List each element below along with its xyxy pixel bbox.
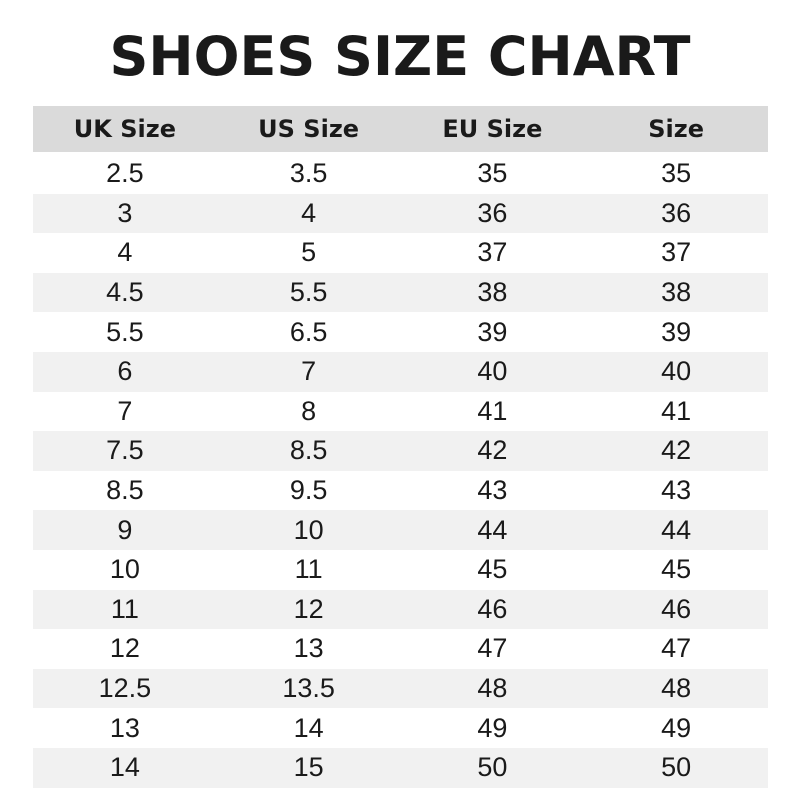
table-row: 3 4 36 36 xyxy=(33,193,768,234)
cell-uk: 12 xyxy=(109,633,140,664)
cell-eu: 44 xyxy=(477,514,508,545)
cell-size: 48 xyxy=(661,673,692,704)
cell-size: 45 xyxy=(661,554,692,585)
cell-us: 8.5 xyxy=(289,435,328,466)
table-header: UK Size US Size EU Size Size xyxy=(33,106,768,152)
table-row: 2.5 3.5 35 35 xyxy=(33,154,768,194)
cell-us: 3.5 xyxy=(289,158,328,189)
cell-size: 40 xyxy=(661,356,692,387)
cell-uk: 2.5 xyxy=(106,158,144,189)
cell-size: 49 xyxy=(661,712,692,743)
table-row: 11 12 46 46 xyxy=(33,589,768,630)
cell-eu: 46 xyxy=(477,593,508,624)
cell-eu: 47 xyxy=(477,633,508,664)
cell-uk: 4 xyxy=(117,237,133,268)
cell-size: 36 xyxy=(661,197,692,228)
cell-size: 43 xyxy=(661,475,692,506)
header-uk-size: UK Size xyxy=(73,115,176,143)
cell-eu: 36 xyxy=(477,197,508,228)
size-table: UK Size US Size EU Size Size 2.5 3.5 35 35 3… xyxy=(33,106,768,788)
cell-uk: 11 xyxy=(110,593,139,624)
cell-eu: 42 xyxy=(477,435,508,466)
cell-eu: 43 xyxy=(477,475,508,506)
cell-uk: 14 xyxy=(109,752,140,783)
cell-us: 9.5 xyxy=(289,475,328,506)
cell-size: 35 xyxy=(661,158,692,189)
page-title: SHOES SIZE CHART xyxy=(109,25,691,88)
cell-eu: 38 xyxy=(477,277,508,308)
cell-size: 38 xyxy=(661,277,692,308)
cell-us: 5.5 xyxy=(289,277,328,308)
cell-size: 42 xyxy=(661,435,692,466)
cell-uk: 13 xyxy=(109,712,140,743)
table-body: 2.5 3.5 35 35 3 4 36 36 4 5 37 37 4.5 5.5 38 38 5.5 6.5 39… xyxy=(33,154,768,788)
cell-us: 8 xyxy=(301,395,317,426)
cell-size: 37 xyxy=(661,237,692,268)
header-size: Size xyxy=(648,115,704,143)
cell-uk: 3 xyxy=(117,197,133,228)
table-row: 7.5 8.5 42 42 xyxy=(33,431,768,471)
table-row: 4 5 37 37 xyxy=(33,233,768,273)
cell-eu: 39 xyxy=(477,316,508,347)
cell-size: 41 xyxy=(661,395,692,426)
cell-uk: 4.5 xyxy=(106,277,144,308)
table-row: 8.5 9.5 43 43 xyxy=(33,471,768,511)
table-row: 4.5 5.5 38 38 xyxy=(33,272,768,313)
cell-us: 15 xyxy=(293,752,324,783)
cell-eu: 37 xyxy=(477,237,508,268)
cell-eu: 48 xyxy=(477,673,508,704)
cell-us: 13.5 xyxy=(282,673,335,704)
cell-eu: 40 xyxy=(477,356,508,387)
cell-us: 12 xyxy=(293,593,324,624)
table-row: 12 13 47 47 xyxy=(33,629,768,669)
cell-us: 11 xyxy=(294,554,323,585)
cell-eu: 45 xyxy=(477,554,508,585)
cell-size: 46 xyxy=(661,593,692,624)
cell-us: 6.5 xyxy=(289,316,328,347)
cell-uk: 5.5 xyxy=(106,316,144,347)
cell-size: 50 xyxy=(661,752,692,783)
cell-eu: 35 xyxy=(477,158,508,189)
cell-eu: 49 xyxy=(477,712,508,743)
cell-eu: 50 xyxy=(477,752,508,783)
table-row: 12.5 13.5 48 48 xyxy=(33,668,768,709)
table-row: 9 10 44 44 xyxy=(33,510,768,550)
header-eu-size: EU Size xyxy=(442,115,543,143)
table-row: 14 15 50 50 xyxy=(33,747,768,788)
cell-size: 47 xyxy=(661,633,692,664)
table-row: 5.5 6.5 39 39 xyxy=(33,312,768,352)
cell-us: 5 xyxy=(301,237,317,268)
cell-us: 7 xyxy=(301,356,317,387)
cell-uk: 6 xyxy=(117,356,133,387)
cell-size: 44 xyxy=(661,514,692,545)
table-row: 10 11 45 45 xyxy=(33,550,768,590)
cell-size: 39 xyxy=(661,316,692,347)
cell-us: 13 xyxy=(293,633,324,664)
cell-eu: 41 xyxy=(477,395,508,426)
header-us-size: US Size xyxy=(258,115,360,143)
cell-uk: 12.5 xyxy=(98,673,152,704)
cell-uk: 9 xyxy=(117,514,133,545)
cell-us: 10 xyxy=(293,514,324,545)
cell-uk: 10 xyxy=(109,554,140,585)
cell-uk: 7.5 xyxy=(106,435,144,466)
cell-uk: 7 xyxy=(117,395,133,426)
cell-us: 4 xyxy=(301,197,317,228)
table-row: 7 8 41 41 xyxy=(33,392,768,432)
table-row: 13 14 49 49 xyxy=(33,708,768,748)
cell-us: 14 xyxy=(293,712,324,743)
table-row: 6 7 40 40 xyxy=(33,351,768,392)
cell-uk: 8.5 xyxy=(106,475,144,506)
